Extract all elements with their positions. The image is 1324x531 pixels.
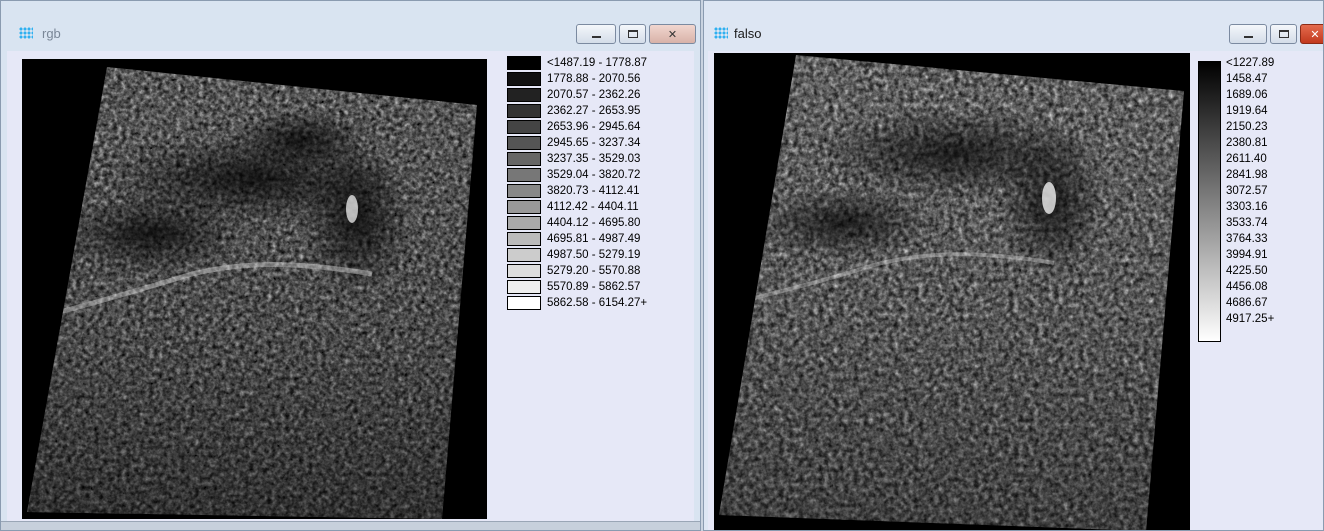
legend-swatch: [507, 56, 541, 70]
legend-label: 2841.98: [1226, 169, 1268, 181]
minimize-button[interactable]: [1229, 24, 1267, 44]
legend-entry: 2945.65 - 3237.34: [507, 135, 640, 151]
legend-label: 4686.67: [1226, 297, 1268, 309]
close-icon: ✕: [1310, 27, 1320, 41]
legend-swatch: [507, 248, 541, 262]
legend-entry: <1487.19 - 1778.87: [507, 55, 647, 71]
legend-label: 4987.50 - 5279.19: [547, 249, 641, 261]
legend-swatch: [507, 232, 541, 246]
legend-swatch: [507, 264, 541, 278]
maximize-icon: [627, 30, 638, 38]
legend-label: 1689.06: [1226, 89, 1268, 101]
legend-swatch: [507, 216, 541, 230]
window-falso: falso ✕: [703, 0, 1324, 531]
legend-label: 3820.73 - 4112.41: [547, 185, 640, 197]
legend-label: 4112.42 - 4404.11: [547, 201, 639, 213]
legend-swatch: [507, 296, 541, 310]
legend-label: 2362.27 - 2653.95: [547, 105, 641, 117]
window-rgb: rgb ✕: [0, 0, 701, 531]
legend-swatch: [507, 152, 541, 166]
minimize-icon: [591, 36, 601, 38]
legend-label: 3533.74: [1226, 217, 1268, 229]
legend-label: 2945.65 - 3237.34: [547, 137, 641, 149]
legend-label: 3072.57: [1226, 185, 1268, 197]
legend-entry: 3237.35 - 3529.03: [507, 151, 640, 167]
legend-label: 5570.89 - 5862.57: [547, 281, 641, 293]
legend-swatch: [507, 280, 541, 294]
legend-label: 2611.40: [1226, 153, 1267, 165]
legend-entry: 4695.81 - 4987.49: [507, 231, 640, 247]
map-view-falso: <1227.89 1458.47 1689.06 1919.64 2150.23…: [708, 51, 1323, 530]
minimize-icon: [1243, 36, 1253, 38]
satellite-scene-rgb: [27, 67, 477, 519]
raster-canvas-rgb[interactable]: [22, 59, 487, 519]
legend-label: 1919.64: [1226, 105, 1268, 117]
legend-label: 4917.25+: [1226, 313, 1275, 325]
legend-label: 2150.23: [1226, 121, 1268, 133]
close-icon: ✕: [667, 27, 678, 41]
raster-canvas-falso[interactable]: [714, 53, 1190, 530]
legend-entry: 2653.96 - 2945.64: [507, 119, 640, 135]
maximize-button[interactable]: [619, 24, 646, 44]
legend-label: 2380.81: [1226, 137, 1268, 149]
legend-label: 5862.58 - 6154.27+: [547, 297, 648, 309]
window-title: rgb: [42, 26, 61, 41]
legend-label: 4695.81 - 4987.49: [547, 233, 641, 245]
legend-label: 3237.35 - 3529.03: [547, 153, 641, 165]
legend-entry: 4112.42 - 4404.11: [507, 199, 639, 215]
legend-label: 3529.04 - 3820.72: [547, 169, 641, 181]
legend-swatch: [507, 168, 541, 182]
legend-label: 4456.08: [1226, 281, 1268, 293]
satellite-scene-falso: [719, 55, 1184, 530]
legend-entry: 5570.89 - 5862.57: [507, 279, 640, 295]
maximize-icon: [1278, 30, 1289, 38]
legend-entry: 2362.27 - 2653.95: [507, 103, 640, 119]
titlebar-falso[interactable]: falso ✕: [704, 1, 1323, 51]
layer-grid-icon: [19, 27, 33, 39]
legend-label: 4225.50: [1226, 265, 1268, 277]
map-view-rgb: <1487.19 - 1778.87 1778.88 - 2070.56 207…: [7, 51, 694, 530]
legend-swatch: [507, 120, 541, 134]
legend-label: 1778.88 - 2070.56: [547, 73, 641, 85]
legend-label: 2653.96 - 2945.64: [547, 121, 641, 133]
legend-swatch: [507, 136, 541, 150]
legend-swatch: [507, 88, 541, 102]
legend-label: 3764.33: [1226, 233, 1268, 245]
legend-entry: 4404.12 - 4695.80: [507, 215, 640, 231]
close-button[interactable]: ✕: [649, 24, 696, 44]
legend-swatch: [507, 184, 541, 198]
titlebar-rgb[interactable]: rgb ✕: [1, 1, 700, 51]
legend-label: 5279.20 - 5570.88: [547, 265, 641, 277]
legend-entry: 3820.73 - 4112.41: [507, 183, 640, 199]
legend-swatch: [507, 200, 541, 214]
legend-entry: 2070.57 - 2362.26: [507, 87, 640, 103]
legend-label: 3994.91: [1226, 249, 1268, 261]
window-title: falso: [734, 26, 762, 41]
legend-label: 3303.16: [1226, 201, 1268, 213]
legend-entry: 5279.20 - 5570.88: [507, 263, 640, 279]
status-strip: [1, 521, 700, 530]
layer-grid-icon: [714, 27, 728, 39]
close-button[interactable]: ✕: [1300, 24, 1323, 44]
legend-entry: 3529.04 - 3820.72: [507, 167, 640, 183]
legend-ramp: [1198, 61, 1221, 342]
legend-swatch: [507, 72, 541, 86]
legend-label: 2070.57 - 2362.26: [547, 89, 641, 101]
legend-label: <1227.89: [1226, 57, 1275, 69]
legend-entry: 1778.88 - 2070.56: [507, 71, 640, 87]
legend-entry: 5862.58 - 6154.27+: [507, 295, 647, 311]
minimize-button[interactable]: [576, 24, 616, 44]
legend-label: 4404.12 - 4695.80: [547, 217, 641, 229]
legend-label: <1487.19 - 1778.87: [547, 57, 648, 69]
legend-label: 1458.47: [1226, 73, 1268, 85]
maximize-button[interactable]: [1270, 24, 1297, 44]
legend-entry: 4987.50 - 5279.19: [507, 247, 640, 263]
legend-swatch: [507, 104, 541, 118]
